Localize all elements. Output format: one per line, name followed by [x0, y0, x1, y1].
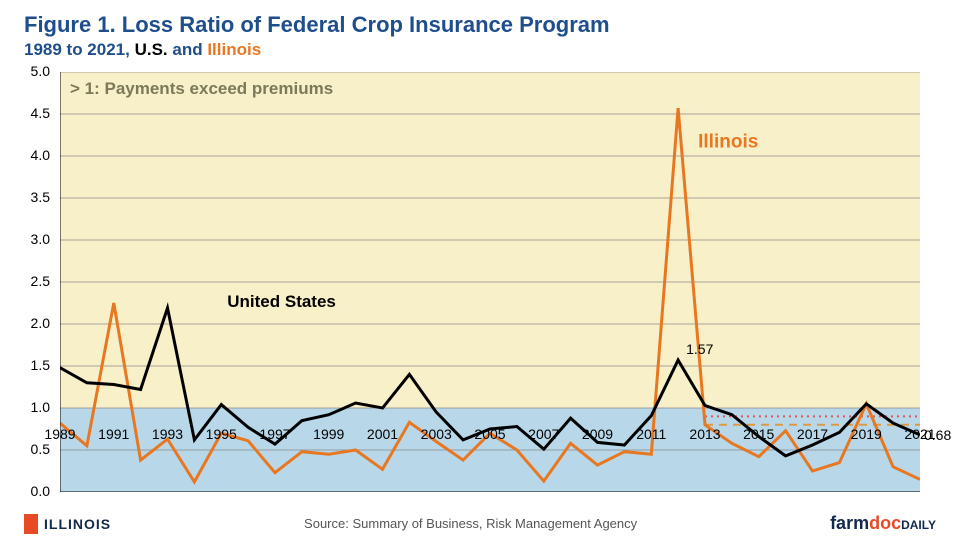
x-tick-label: 1993 — [152, 426, 183, 442]
band-note: > 1: Payments exceed premiums — [70, 79, 333, 98]
subtitle-and: and — [168, 40, 208, 59]
source-text: Source: Summary of Business, Risk Manage… — [111, 516, 830, 531]
farmdoc-prefix: farm — [830, 513, 869, 533]
chart-title: Figure 1. Loss Ratio of Federal Crop Ins… — [24, 12, 936, 38]
x-tick-label: 1997 — [259, 426, 290, 442]
subtitle-il: Illinois — [207, 40, 261, 59]
y-tick-label: 5.0 — [0, 63, 50, 79]
x-tick-label: 1995 — [206, 426, 237, 442]
x-tick-label: 1989 — [44, 426, 75, 442]
x-tick-label: 1991 — [98, 426, 129, 442]
y-tick-label: 1.5 — [0, 357, 50, 373]
y-tick-label: 1.0 — [0, 399, 50, 415]
il-series-label: Illinois — [698, 132, 758, 153]
chart-footer: ILLINOIS Source: Summary of Business, Ri… — [0, 513, 960, 534]
block-i-icon — [24, 514, 38, 534]
farmdoc-logo: farmdocDAILY — [830, 513, 936, 534]
x-tick-label: 2003 — [421, 426, 452, 442]
x-tick-label: 2015 — [743, 426, 774, 442]
title-prefix: Figure 1. — [24, 12, 122, 37]
x-tick-label: 2009 — [582, 426, 613, 442]
y-tick-label: 4.5 — [0, 105, 50, 121]
y-tick-label: 3.5 — [0, 189, 50, 205]
title-main: Loss Ratio of Federal Crop Insurance Pro… — [122, 12, 610, 37]
x-tick-label: 2001 — [367, 426, 398, 442]
peak-value-label: 1.57 — [686, 341, 713, 357]
farmdoc-mid: doc — [869, 513, 901, 533]
y-tick-label: 2.0 — [0, 315, 50, 331]
x-tick-label: 1999 — [313, 426, 344, 442]
subtitle-us: U.S. — [135, 40, 168, 59]
y-tick-label: 0.5 — [0, 441, 50, 457]
x-tick-label: 2017 — [797, 426, 828, 442]
x-tick-label: 2019 — [851, 426, 882, 442]
x-tick-label: 2005 — [474, 426, 505, 442]
figure-container: Figure 1. Loss Ratio of Federal Crop Ins… — [0, 0, 960, 540]
illinois-logo: ILLINOIS — [24, 514, 111, 534]
subtitle-range: 1989 to 2021, — [24, 40, 135, 59]
y-tick-label: 2.5 — [0, 273, 50, 289]
y-tick-label: 3.0 — [0, 231, 50, 247]
chart-header: Figure 1. Loss Ratio of Federal Crop Ins… — [0, 0, 960, 64]
y-tick-label: 4.0 — [0, 147, 50, 163]
x-tick-label: 2013 — [689, 426, 720, 442]
farmdoc-suffix: DAILY — [901, 518, 936, 532]
us-series-label: United States — [227, 292, 336, 311]
x-tick-label: 2011 — [636, 426, 666, 442]
x-tick-label: 2021 — [904, 426, 935, 442]
x-tick-label: 2007 — [528, 426, 559, 442]
y-tick-label: 0.0 — [0, 483, 50, 499]
illinois-logo-text: ILLINOIS — [44, 516, 111, 532]
chart-subtitle: 1989 to 2021, U.S. and Illinois — [24, 40, 936, 60]
